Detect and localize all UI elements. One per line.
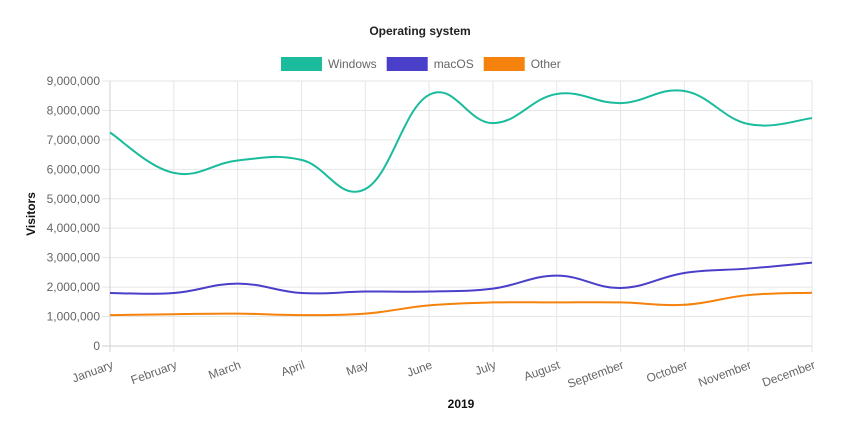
y-tick-label: 7,000,000	[47, 133, 101, 147]
legend-label-other: Other	[531, 57, 561, 71]
series-line-other	[109, 291, 813, 317]
y-tick-label: 5,000,000	[47, 192, 101, 206]
y-tick-label: 8,000,000	[47, 103, 101, 117]
series-lines	[109, 89, 813, 317]
x-tick-label: August	[522, 357, 563, 383]
x-tick-label: April	[279, 358, 306, 379]
y-tick-label: 2,000,000	[47, 280, 101, 294]
legend: Windows macOS Other	[281, 57, 561, 71]
series-line-macos	[109, 261, 813, 295]
x-axis-title: 2019	[448, 397, 475, 411]
x-tick-label: December	[760, 358, 817, 390]
x-tick-label: June	[405, 358, 435, 380]
grid	[102, 80, 813, 352]
legend-label-macos: macOS	[434, 57, 474, 71]
y-tick-label: 4,000,000	[47, 221, 101, 235]
legend-label-windows: Windows	[328, 57, 377, 71]
y-tick-label: 3,000,000	[47, 251, 101, 265]
x-tick-label: March	[207, 358, 243, 383]
y-tick-label: 1,000,000	[47, 310, 101, 324]
x-tick-label: October	[644, 358, 689, 386]
x-axis: January February March April May June July Augu…	[70, 357, 817, 390]
series-line-windows	[109, 89, 813, 193]
x-tick-label: January	[70, 358, 115, 386]
x-tick-label: July	[473, 358, 498, 378]
legend-swatch-windows	[281, 57, 322, 71]
x-tick-label: May	[344, 358, 370, 379]
x-tick-label: September	[566, 358, 626, 391]
y-tick-label: 6,000,000	[47, 162, 101, 176]
legend-swatch-macos	[386, 57, 428, 71]
x-tick-label: February	[129, 358, 179, 388]
chart-title: Operating system	[369, 24, 470, 38]
y-axis-title: Visitors	[24, 192, 38, 236]
y-tick-label: 0	[93, 339, 100, 353]
x-tick-label: November	[696, 358, 753, 390]
y-axis: 0 1,000,000 2,000,000 3,000,000 4,000,000 5,0…	[47, 74, 101, 353]
y-tick-label: 9,000,000	[47, 74, 101, 88]
legend-swatch-other	[483, 57, 525, 71]
